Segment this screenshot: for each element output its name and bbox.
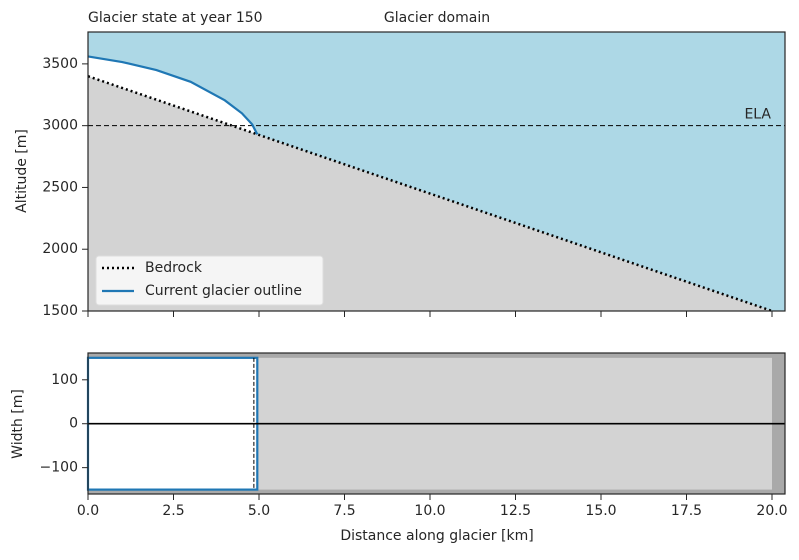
y-tick-label: 0 [69,416,78,432]
legend-box [95,255,324,306]
y-tick-label: −100 [40,460,78,476]
x-tick-label: 10.0 [414,503,445,519]
legend-label: Current glacier outline [145,283,302,299]
y-axis-label: Altitude [m] [14,129,30,213]
ice-fill [88,56,258,135]
series-line [87,75,773,313]
y-tick-label: 2000 [42,241,78,257]
chart-title: Glacier state at year 150 [88,10,263,26]
y-tick-label: 3000 [42,118,78,134]
x-tick-label: 2.5 [162,503,184,519]
x-tick-label: 0.0 [77,503,99,519]
y-tick-label: 1500 [42,303,78,319]
x-tick-label: 5.0 [248,503,270,519]
x-tick-label: 20.0 [756,503,787,519]
series-line [87,55,259,135]
axes-frame [87,352,786,495]
y-tick-label: 100 [51,372,78,388]
y-tick-label: 2500 [42,179,78,195]
y-tick-label: 3500 [42,56,78,72]
x-axis-label: Distance along glacier [km] [340,528,533,544]
axes-frame [87,31,786,312]
y-axis-label: Width [m] [10,389,26,459]
chart-subtitle: Glacier domain [384,10,490,26]
x-tick-label: 12.5 [500,503,531,519]
legend-label: Bedrock [145,260,203,276]
x-tick-label: 15.0 [585,503,616,519]
x-tick-label: 7.5 [333,503,355,519]
ela-label: ELA [744,107,771,123]
x-tick-label: 17.5 [671,503,702,519]
